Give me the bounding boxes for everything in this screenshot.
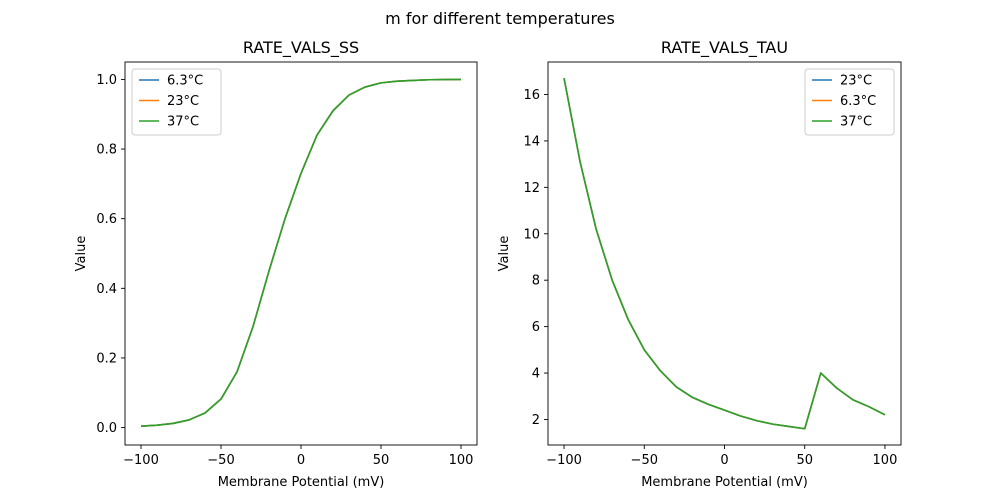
series-line-2: [140, 78, 462, 427]
y-tick-label: 2: [532, 413, 540, 428]
y-tick-label: 0.0: [96, 421, 117, 436]
legend-label: 6.3°C: [840, 94, 876, 109]
y-tick-label: 0.2: [96, 351, 117, 366]
x-tick-label: −100: [123, 453, 159, 468]
y-tick-label: 0.8: [96, 143, 117, 158]
figure-suptitle: m for different temperatures: [385, 9, 615, 28]
y-tick-label: 0.4: [96, 282, 117, 297]
series-line-2: [563, 78, 886, 430]
chart-title: RATE_VALS_TAU: [661, 38, 788, 58]
y-tick-label: 0.6: [96, 212, 117, 227]
x-tick-label: 50: [373, 453, 390, 468]
x-tick-label: 100: [873, 453, 898, 468]
x-tick-label: 100: [449, 453, 474, 468]
legend-label: 23°C: [167, 94, 199, 109]
legend-label: 6.3°C: [167, 74, 203, 89]
legend-label: 23°C: [840, 74, 872, 89]
y-tick-label: 10: [523, 227, 540, 242]
x-tick-label: −50: [631, 453, 658, 468]
y-axis-label: Value: [497, 236, 512, 272]
y-tick-label: 6: [532, 320, 540, 335]
y-tick-label: 12: [523, 181, 540, 196]
chart-ss: RATE_VALS_SS −100 −50 0 50 100 0.0 0.2 0.4 0.6 0.8…: [74, 38, 478, 490]
legend-box: [131, 68, 222, 136]
x-tick-label: −100: [546, 453, 582, 468]
x-tick-label: 0: [720, 453, 728, 468]
x-axis-label: Membrane Potential (mV): [641, 475, 808, 490]
y-tick-label: 8: [532, 274, 540, 289]
x-tick-label: 50: [796, 453, 813, 468]
y-tick-label: 1.0: [96, 73, 117, 88]
legend: 23°C 6.3°C 37°C: [804, 68, 895, 136]
y-tick-label: 4: [532, 367, 540, 382]
x-tick-label: 0: [297, 453, 305, 468]
chart-title: RATE_VALS_SS: [243, 38, 359, 58]
chart-tau: RATE_VALS_TAU −100 −50 0 50 100 2 4 6 8 10 12 14 16 Me…: [497, 38, 902, 490]
y-axis-label: Value: [74, 236, 89, 272]
legend-label: 37°C: [167, 115, 199, 130]
x-axis-label: Membrane Potential (mV): [218, 475, 385, 490]
legend-label: 37°C: [840, 115, 872, 130]
y-tick-label: 14: [523, 134, 540, 149]
legend: 6.3°C 23°C 37°C: [131, 68, 222, 136]
legend-box: [804, 68, 895, 136]
x-tick-label: −50: [207, 453, 234, 468]
y-tick-label: 16: [523, 88, 540, 103]
